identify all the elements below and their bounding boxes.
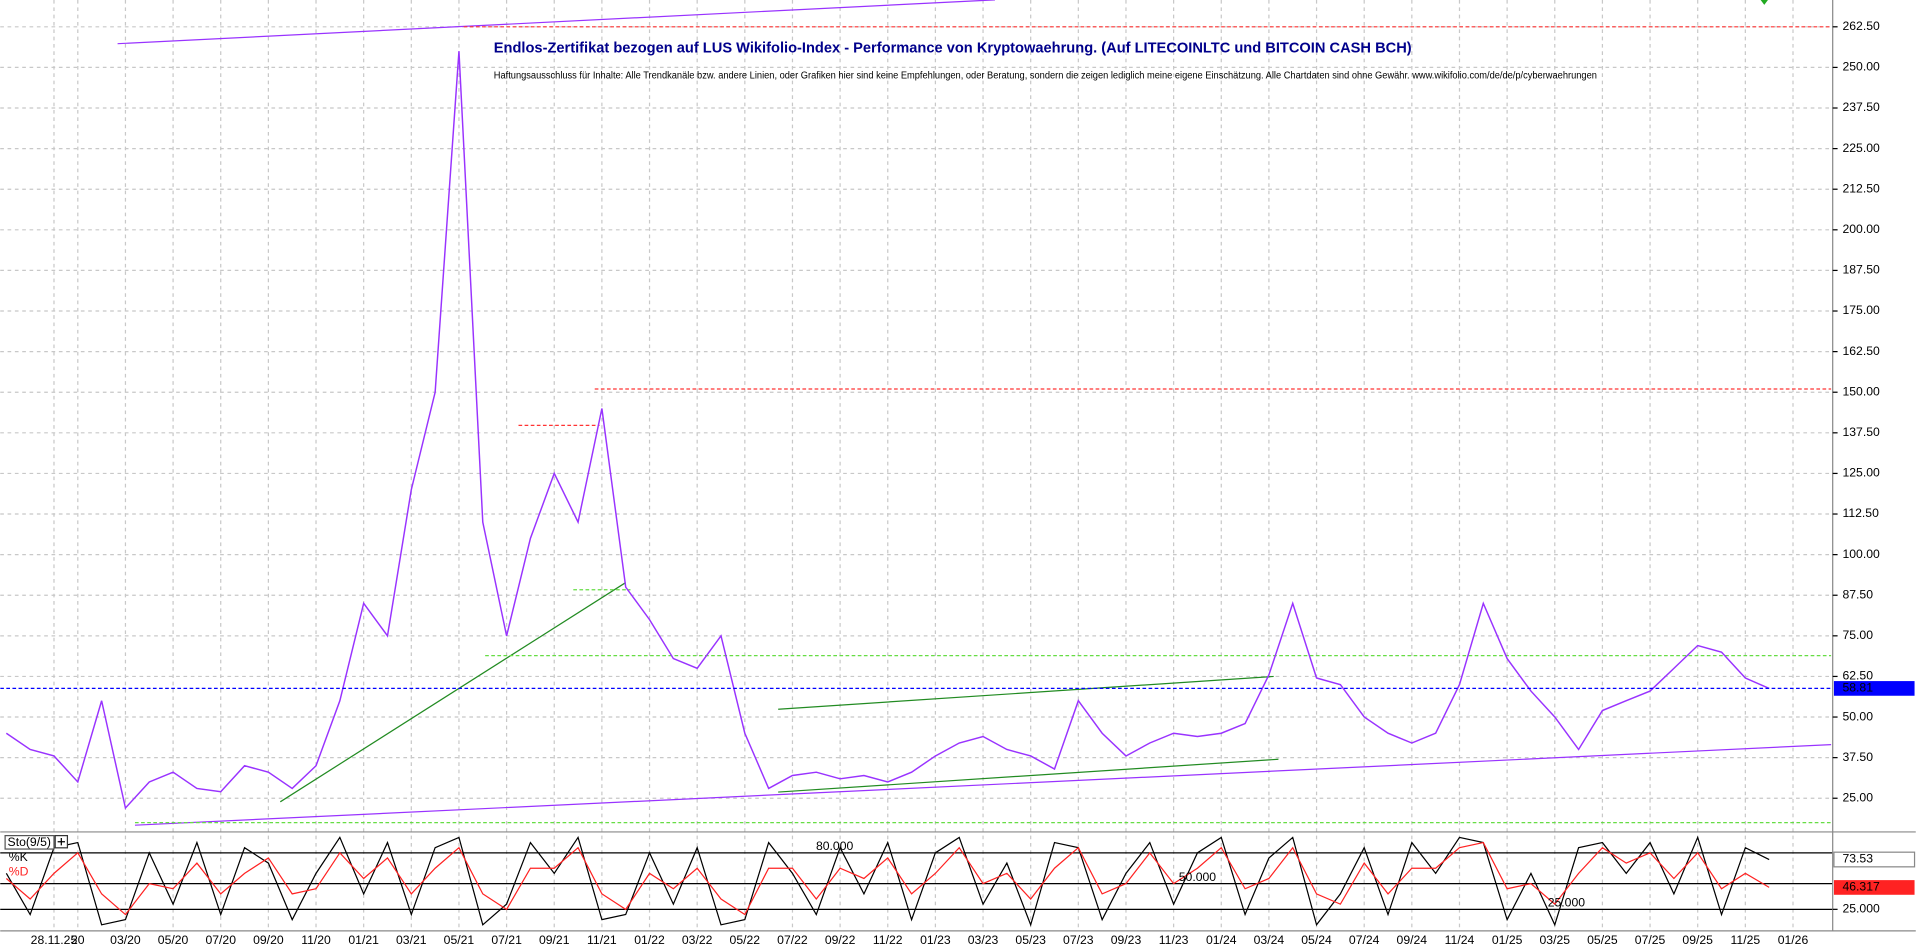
- annotation-line: [279, 582, 627, 803]
- level-label: 50.000: [1179, 870, 1217, 884]
- y-tick-label: 237.50: [1842, 100, 1880, 114]
- y-tick-label: 200.00: [1842, 222, 1880, 236]
- x-tick-label: 05/24: [1301, 933, 1332, 947]
- x-tick-label: 01/25: [1492, 933, 1523, 947]
- x-tick-label: 03/21: [396, 933, 427, 947]
- x-tick-label: 03/22: [682, 933, 713, 947]
- x-tick-label: 05/20: [158, 933, 189, 947]
- x-tick-label: 07/22: [777, 933, 808, 947]
- x-tick-label: 11/20: [301, 933, 331, 947]
- legend-label: %K: [9, 850, 28, 864]
- x-tick-label: 09/25: [1682, 933, 1713, 947]
- data-line: [5, 841, 1770, 916]
- x-tick-label: 09/23: [1111, 933, 1142, 947]
- x-tick-label: 09/21: [539, 933, 570, 947]
- x-tick-label: 03/20: [110, 933, 141, 947]
- level-label: 80.000: [816, 839, 854, 853]
- x-tick-label: 01/26: [1778, 933, 1809, 947]
- y-tick-label: 187.50: [1842, 263, 1880, 277]
- last-value-label: 73.53: [1842, 852, 1873, 866]
- y-tick-label: 100.00: [1842, 547, 1880, 561]
- y-tick-label: 112.50: [1842, 506, 1879, 520]
- x-tick-label: 09/24: [1397, 933, 1428, 947]
- stochastic-plot: [5, 835, 1770, 927]
- annotation-line: [117, 0, 995, 45]
- y-tick-label: 25.00: [1842, 790, 1873, 804]
- y-tick-label: 225.00: [1842, 141, 1880, 155]
- y-tick-label: 212.50: [1842, 181, 1880, 195]
- x-tick-label: 11/25: [1731, 933, 1761, 947]
- y-tick-label: 250.00: [1842, 60, 1880, 74]
- x-tick-label: 11/23: [1159, 933, 1189, 947]
- y-tick-label: 150.00: [1842, 384, 1880, 398]
- expand-icon: [57, 838, 65, 846]
- x-tick-label: 01/23: [920, 933, 951, 947]
- last-value-box: [1833, 851, 1916, 868]
- y-tick-label: 75.00: [1842, 628, 1873, 642]
- x-tick-label: 01/21: [348, 933, 379, 947]
- x-tick-label: 11/22: [873, 933, 903, 947]
- annotation-line: [134, 744, 1832, 826]
- y-tick-label: 50.00: [1842, 709, 1873, 723]
- x-tick-label: 09/20: [253, 933, 284, 947]
- x-tick-label: 11/21: [587, 933, 617, 947]
- x-tick-label: 07/21: [491, 933, 522, 947]
- x-tick-label: 05/22: [730, 933, 761, 947]
- x-tick-label: 28.11.25: [31, 933, 78, 947]
- indicator-title: Sto(9/5): [8, 835, 51, 849]
- x-tick-label: 20: [71, 933, 85, 947]
- x-tick-label: 01/24: [1206, 933, 1237, 947]
- y-tick-label: 25.000: [1842, 902, 1880, 916]
- x-tick-label: 07/20: [205, 933, 236, 947]
- data-line: [5, 835, 1770, 927]
- x-tick-label: 03/25: [1540, 933, 1571, 947]
- y-tick-label: 262.50: [1842, 19, 1880, 33]
- chart-subtitle: Haftungsausschluss für Inhalte: Alle Tre…: [494, 70, 1597, 81]
- y-tick-label: 62.50: [1842, 669, 1873, 683]
- x-tick-label: 05/23: [1015, 933, 1046, 947]
- last-value-box: [1833, 681, 1915, 696]
- y-tick-label: 175.00: [1842, 303, 1880, 317]
- y-tick-label: 137.50: [1842, 425, 1880, 439]
- x-tick-label: 11/24: [1445, 933, 1475, 947]
- x-tick-label: 01/22: [634, 933, 665, 947]
- last-value-label: 58.81: [1842, 681, 1873, 695]
- y-tick-label: 37.50: [1842, 750, 1873, 764]
- annotation-line: [778, 675, 1274, 710]
- indicator-box: [4, 834, 55, 850]
- x-tick-label: 05/21: [444, 933, 475, 947]
- last-value-label: 46.317: [1842, 880, 1880, 894]
- x-tick-label: 07/24: [1349, 933, 1380, 947]
- grid: [0, 0, 1833, 931]
- chart-title: Endlos-Zertifikat bezogen auf LUS Wikifo…: [494, 41, 1412, 57]
- x-tick-label: 07/23: [1063, 933, 1094, 947]
- x-tick-label: 09/22: [825, 933, 856, 947]
- x-tick-label: 05/25: [1587, 933, 1618, 947]
- y-tick-label: 87.50: [1842, 587, 1873, 601]
- x-tick-label: 03/23: [968, 933, 999, 947]
- annotation-line: [778, 758, 1279, 793]
- marker-arrow: [1760, 0, 1768, 5]
- data-line: [5, 51, 1770, 810]
- legend-label: %D: [9, 864, 29, 878]
- level-label: 25.000: [1548, 895, 1586, 909]
- last-value-box: [1833, 880, 1915, 895]
- y-tick-label: 125.00: [1842, 466, 1880, 480]
- y-tick-label: 162.50: [1842, 344, 1880, 358]
- x-tick-label: 07/25: [1635, 933, 1666, 947]
- x-tick-label: 03/24: [1254, 933, 1285, 947]
